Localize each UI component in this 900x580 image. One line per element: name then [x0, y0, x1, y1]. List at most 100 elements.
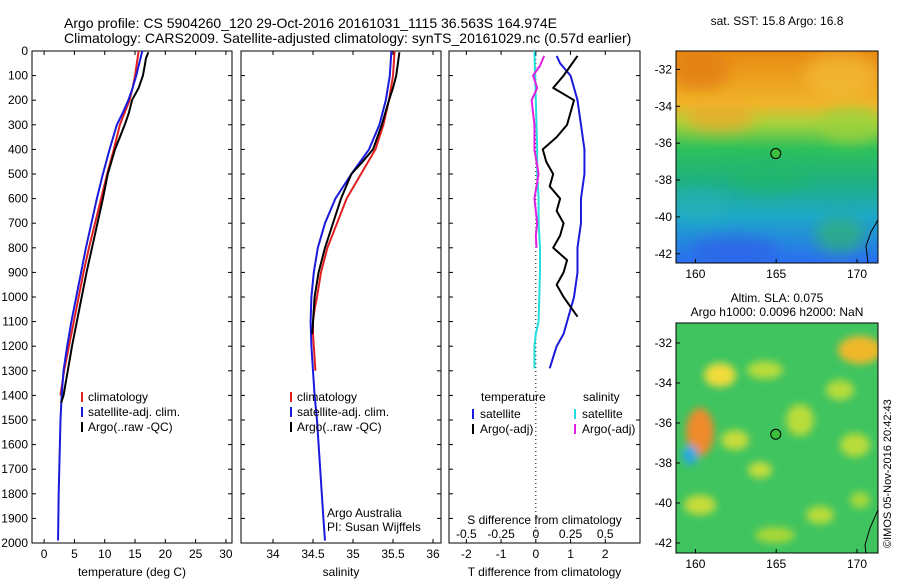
salinity-legend-label: satellite-adj. clim.: [297, 405, 389, 419]
difference-panel: -2 -1 0 1 2 T difference from climatology S di…: [448, 50, 641, 579]
depth-tick-label: 1100: [2, 315, 28, 329]
depth-tick-label: 2000: [1, 536, 28, 550]
depth-tick-label: 1900: [1, 511, 28, 525]
salinity-series-0: [312, 50, 396, 371]
depth-tick-label: 700: [8, 216, 28, 230]
temperature-xtick-label: 30: [219, 547, 233, 561]
difference-xtick-label: 0: [532, 547, 539, 561]
temperature-xtick-label: 20: [159, 547, 173, 561]
depth-tick-label: 100: [8, 69, 28, 83]
depth-tick-label: 1500: [1, 413, 28, 427]
sst_map-ytick-label: -34: [655, 99, 673, 113]
sla_map-ytick-label: -38: [655, 456, 673, 470]
sst_map-ytick-label: -38: [655, 173, 673, 187]
difference-x2label: S difference from climatology: [467, 513, 622, 527]
difference-series-1: [541, 55, 579, 318]
header-line-2: Climatology: CARS2009. Satellite-adjuste…: [64, 30, 631, 46]
header-line-1: Argo profile: CS 5904260_120 29-Oct-2016…: [64, 15, 557, 31]
salinity-legend-label: climatology: [297, 390, 357, 404]
depth-tick-label: 1600: [1, 438, 28, 452]
salinity-xtick-label: 35: [346, 547, 360, 561]
sst_map-ytick-label: -42: [655, 247, 673, 261]
difference-xtick-label: 1: [567, 547, 574, 561]
temperature-series-1: [57, 50, 144, 541]
depth-tick-label: 900: [8, 265, 28, 279]
temperature-xtick-label: 25: [189, 547, 203, 561]
difference-x2tick-label: 0.25: [559, 527, 583, 541]
depth-tick-label: 1700: [1, 462, 28, 476]
sla_map-ytick-label: -34: [655, 376, 673, 390]
difference-legend-label: satellite: [582, 407, 623, 421]
difference-series-0: [548, 55, 586, 369]
depth-tick-label: 1000: [1, 290, 28, 304]
salinity-panel: 34 34.5 35 35.5 36 salinity climatologysatelli…: [240, 50, 442, 579]
legend-title-temperature: temperature: [481, 390, 546, 404]
argo-position-marker-sla: [770, 428, 782, 440]
coastline-sla: [864, 509, 878, 553]
sst-map-frame: [675, 50, 879, 264]
salinity-xtick-label: 34.5: [301, 547, 325, 561]
sst_map-xtick-label: 165: [766, 267, 786, 281]
credit-pi: PI: Susan Wijffels: [327, 520, 421, 534]
difference-xtick-label: -2: [461, 547, 472, 561]
difference-legend-label: Argo(-adj): [582, 422, 635, 436]
sla-map-subtitle: Argo h1000: 0.0096 h2000: NaN: [691, 305, 864, 319]
sst-map-axes: 160 165 170 -32 -34 -36 -38 -40 -42: [655, 62, 868, 281]
sst_map-ytick-label: -40: [655, 210, 673, 224]
sla_map-xtick-label: 160: [685, 557, 705, 571]
sla_map-ytick-label: -36: [655, 416, 673, 430]
legend-title-salinity: salinity: [583, 390, 620, 404]
depth-tick-label: 1300: [1, 364, 28, 378]
salinity-legend-label: Argo(..raw -QC): [297, 420, 382, 434]
depth-tick-label: 300: [8, 118, 28, 132]
temperature-legend-label: climatology: [88, 390, 148, 404]
temperature-frame: [31, 50, 233, 544]
coastline-sst: [865, 219, 878, 263]
difference-legend-label: satellite: [480, 407, 521, 421]
depth-tick-label: 400: [8, 142, 28, 156]
depth-tick-label: 800: [8, 241, 28, 255]
argo-position-marker-sst: [770, 148, 782, 160]
sst_map-xtick-label: 160: [685, 267, 705, 281]
difference-xlabel: T difference from climatology: [468, 565, 622, 579]
sla_map-xtick-label: 170: [847, 557, 867, 571]
depth-tick-label: 600: [8, 192, 28, 206]
difference-xtick-label: -1: [496, 547, 507, 561]
temperature-xtick-label: 10: [98, 547, 112, 561]
sla_map-ytick-label: -42: [655, 536, 673, 550]
sla-map-axes: 160 165 170 -32 -34 -36 -38 -40 -42: [655, 336, 868, 571]
difference-legend-label: Argo(-adj): [480, 422, 533, 436]
sst_map-ytick-label: -36: [655, 136, 673, 150]
sla_map-ytick-label: -40: [655, 496, 673, 510]
temperature-legend-label: Argo(..raw -QC): [88, 420, 173, 434]
temperature-xlabel: temperature (deg C): [78, 565, 186, 579]
sla_map-ytick-label: -32: [655, 336, 673, 350]
salinity-xtick-label: 35.5: [381, 547, 405, 561]
depth-tick-label: 200: [8, 93, 28, 107]
sla-map-title: Altim. SLA: 0.075: [731, 291, 824, 305]
credit-org: Argo Australia: [327, 506, 402, 520]
salinity-series-2: [311, 52, 401, 334]
depth-tick-label: 0: [21, 44, 28, 58]
sla_map-xtick-label: 165: [766, 557, 786, 571]
difference-frame: [448, 50, 641, 544]
temperature-xtick-label: 15: [128, 547, 142, 561]
salinity-xtick-label: 34: [266, 547, 280, 561]
sst_map-xtick-label: 170: [847, 267, 867, 281]
sla-map-frame: [675, 322, 879, 554]
temperature-series-2: [60, 51, 150, 404]
imos-stamp: ©IMOS 05-Nov-2016 20:42:43: [882, 399, 894, 548]
difference-x2tick-label: 0: [532, 527, 539, 541]
difference-series-3: [530, 55, 546, 248]
salinity-series-1: [309, 50, 393, 541]
difference-x2tick-label: -0.5: [456, 527, 477, 541]
sst-map: sat. SST: 15.8 Argo: 16.8 160 165 170 -32 -3…: [655, 14, 879, 281]
sla-map: Altim. SLA: 0.075 Argo h1000: 0.0096 h20…: [655, 291, 879, 571]
sst-map-title: sat. SST: 15.8 Argo: 16.8: [711, 14, 844, 28]
difference-x2tick-label: 0.5: [597, 527, 614, 541]
depth-tick-label: 1800: [1, 487, 28, 501]
salinity-xtick-label: 36: [426, 547, 440, 561]
temperature-xtick-label: 0: [41, 547, 48, 561]
salinity-xlabel: salinity: [323, 565, 360, 579]
